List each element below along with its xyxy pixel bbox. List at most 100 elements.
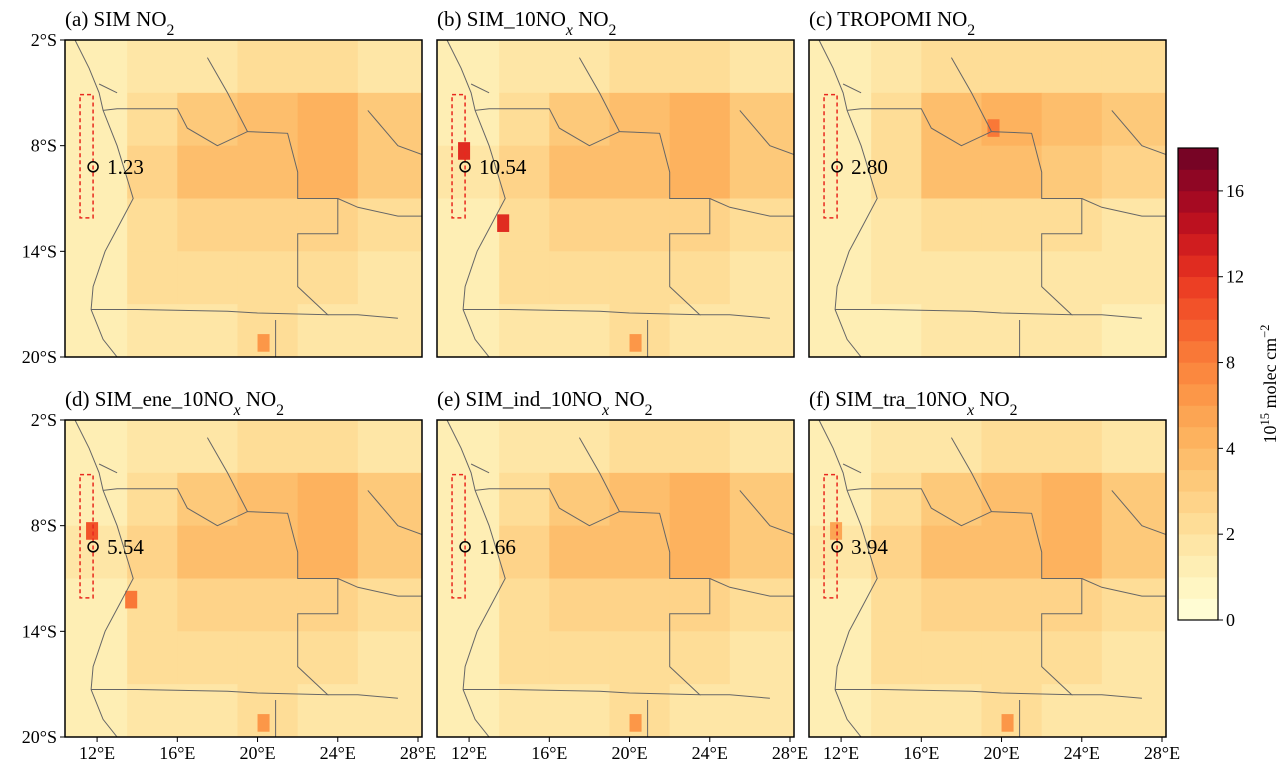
border	[367, 110, 422, 155]
colorbar-tick-label: 4	[1226, 438, 1235, 458]
grid-cell	[1041, 420, 1103, 474]
border	[709, 198, 794, 217]
grid-cell	[357, 420, 422, 474]
grid-cell	[65, 145, 128, 199]
panel-frame	[436, 39, 795, 358]
grid-cell	[729, 304, 794, 357]
border	[699, 694, 770, 699]
grid-cell	[871, 198, 922, 252]
text-part: (e) SIM_ind_10NO	[437, 387, 602, 411]
panel-title: (b) SIM_10NOx NO2	[437, 7, 616, 39]
grid-cell	[499, 525, 550, 579]
border	[739, 110, 794, 155]
y-tick-label: 20°S	[22, 727, 57, 747]
colorbar-band	[1178, 577, 1218, 599]
grid-cell	[871, 472, 922, 527]
border	[98, 83, 118, 94]
grid-cell	[127, 631, 178, 685]
grid-cell	[1101, 420, 1166, 474]
grid-cell	[297, 251, 359, 305]
grid-cell	[297, 684, 359, 737]
grid-cell	[921, 684, 982, 737]
grid-cell	[65, 198, 128, 252]
grid-cell	[871, 40, 922, 94]
grid-cell	[499, 578, 550, 632]
grid-cell	[237, 198, 299, 252]
grid-cell	[357, 92, 422, 147]
grid-cell	[237, 420, 299, 474]
grid-cell	[669, 40, 731, 94]
grid-cell	[177, 92, 238, 147]
grid-cell	[437, 525, 500, 579]
x-tick-label: 20°E	[611, 743, 647, 763]
border	[1111, 490, 1166, 535]
grid-cell	[809, 578, 872, 632]
grid-cell	[549, 578, 610, 632]
grid-cell	[1101, 92, 1166, 147]
border	[337, 198, 422, 217]
panel-frame	[808, 419, 1167, 738]
subscript: 2	[967, 22, 975, 39]
grid-cell	[669, 92, 731, 147]
subscript: 2	[276, 402, 284, 419]
colorbar-tick-label: 12	[1226, 267, 1244, 287]
grid-cell	[177, 304, 238, 357]
grid-cell	[669, 251, 731, 305]
grid-cell	[177, 40, 238, 94]
grid-cell	[609, 631, 671, 685]
x-tick-label: 24°E	[1064, 743, 1100, 763]
panel-frame	[808, 39, 1167, 358]
grid-cell	[437, 198, 500, 252]
grid-cell	[921, 145, 982, 199]
border	[367, 490, 422, 535]
grid-cell	[609, 578, 671, 632]
colorbar-band	[1178, 426, 1218, 449]
panel-frame	[64, 419, 423, 738]
grid-cell	[609, 92, 671, 147]
border	[709, 578, 794, 597]
grid-cell	[177, 420, 238, 474]
grid-cell	[65, 578, 128, 632]
colorbar-band	[1178, 255, 1218, 278]
border	[578, 437, 620, 512]
map-panel: 5.54 (d) SIM_ene_10NOx NO2 2°S 8°S 14°S 20°S 1…	[22, 387, 436, 763]
text-part: 10	[1260, 425, 1280, 443]
border	[739, 490, 794, 535]
grid-cell	[729, 145, 794, 199]
y-tick-label: 8°S	[31, 516, 57, 536]
panel-title: (c) TROPOMI NO2	[809, 7, 975, 39]
border	[470, 463, 490, 474]
grid-cell	[237, 472, 299, 527]
grid-cell	[669, 420, 731, 474]
grid-cell	[549, 40, 610, 94]
grid-cell	[809, 684, 872, 737]
grid-cell	[65, 92, 128, 147]
grid-cell	[669, 472, 731, 527]
grid-cell	[437, 684, 500, 737]
grid-cell	[921, 92, 982, 147]
site-value: 2.80	[851, 155, 888, 179]
grid-cell	[437, 578, 500, 632]
grid-cell	[729, 40, 794, 94]
text-part: NO	[974, 387, 1010, 411]
grid-cell	[177, 198, 238, 252]
grid-cell	[809, 420, 872, 474]
grid-cell	[871, 92, 922, 147]
grid-cell	[297, 420, 359, 474]
grid-cell	[921, 251, 982, 305]
grid-cell	[437, 40, 500, 94]
grid-cell	[65, 420, 128, 474]
grid-cell	[1101, 578, 1166, 632]
colorbar-band	[1178, 319, 1218, 342]
colorbar-band	[1178, 341, 1218, 363]
site-marker	[87, 541, 99, 553]
map-cells	[437, 40, 794, 357]
grid-cell	[809, 472, 872, 527]
colorbar-band	[1178, 512, 1218, 535]
grid-cell	[729, 578, 794, 632]
grid-cell	[809, 198, 872, 252]
grid-cell	[177, 578, 238, 632]
colorbar: 0 2 4 8 12 16 1015 molec cm−2	[1177, 147, 1280, 630]
hotspot	[458, 142, 471, 160]
